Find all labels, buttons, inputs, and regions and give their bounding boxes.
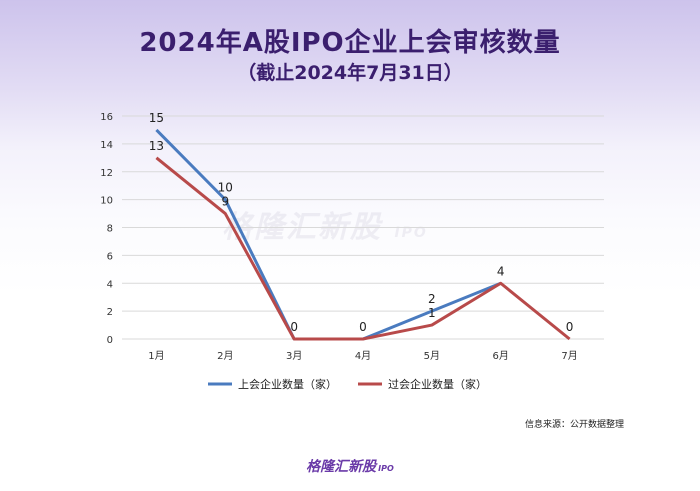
data-label: 9 xyxy=(221,195,229,209)
y-tick-label: 16 xyxy=(100,112,113,123)
x-tick-label: 2月 xyxy=(217,350,233,362)
corner-logo-icon: G xyxy=(637,469,653,484)
y-tick-label: 12 xyxy=(100,168,113,179)
chart-title: 2024年A股IPO企业上会审核数量 xyxy=(139,28,561,58)
x-tick-label: 7月 xyxy=(561,350,577,362)
y-tick-label: 8 xyxy=(107,224,113,235)
legend-label-1: 上会企业数量（家） xyxy=(238,377,337,391)
footer-logo: 格隆汇新股 IPO xyxy=(0,456,700,476)
data-label: 13 xyxy=(149,139,164,153)
y-tick-label: 6 xyxy=(107,251,113,262)
y-tick-label: 10 xyxy=(100,196,113,207)
x-tick-label: 4月 xyxy=(355,350,371,362)
x-tick-label: 5月 xyxy=(424,350,440,362)
data-label: 1 xyxy=(428,306,436,320)
source-note: 信息来源：公开数据整理 xyxy=(524,420,624,430)
corner-logo-text: 格隆汇 xyxy=(655,470,692,484)
y-tick-label: 4 xyxy=(107,279,113,290)
data-label: 2 xyxy=(428,292,436,306)
data-label: 10 xyxy=(218,181,233,195)
chart-subtitle: （截止2024年7月31日） xyxy=(237,62,463,84)
data-label: 0 xyxy=(359,320,367,334)
y-tick-label: 0 xyxy=(107,335,113,346)
watermark-suffix: IPO xyxy=(394,225,428,241)
data-label: 0 xyxy=(290,320,298,334)
series-line-1 xyxy=(155,128,502,341)
footer-brand: 格隆汇新股 xyxy=(306,459,377,475)
series-line-2 xyxy=(155,156,571,341)
data-label: 0 xyxy=(566,320,574,334)
x-tick-label: 6月 xyxy=(493,350,509,362)
footer-suffix: IPO xyxy=(378,464,394,473)
y-tick-label: 2 xyxy=(107,307,113,318)
x-tick-label: 3月 xyxy=(286,350,302,362)
x-tick-label: 1月 xyxy=(148,350,164,362)
data-label: 15 xyxy=(149,111,164,125)
y-tick-label: 14 xyxy=(100,140,113,151)
data-label: 4 xyxy=(497,264,505,278)
corner-logo: G 格隆汇 xyxy=(637,468,692,485)
legend-label-2: 过会企业数量（家） xyxy=(388,377,487,391)
